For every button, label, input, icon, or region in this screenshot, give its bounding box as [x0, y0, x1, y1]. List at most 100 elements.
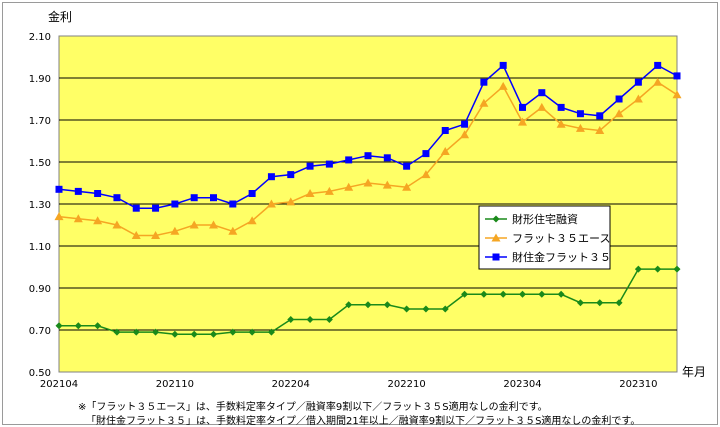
legend-item: 財形住宅融資 — [485, 212, 578, 226]
data-point — [344, 182, 354, 191]
data-point — [615, 95, 623, 103]
data-point — [461, 120, 469, 128]
data-point — [537, 102, 547, 111]
data-point — [382, 180, 392, 189]
data-point — [634, 265, 642, 273]
data-point — [519, 103, 526, 111]
y-tick-label: 1.90 — [29, 74, 51, 85]
legend-label: 財形住宅融資 — [512, 212, 578, 226]
data-point — [557, 290, 565, 298]
series-1 — [55, 265, 681, 338]
y-tick-label: 1.30 — [29, 200, 51, 211]
data-point — [151, 231, 161, 239]
data-point — [654, 61, 662, 69]
data-point — [575, 123, 585, 132]
data-point — [440, 147, 450, 155]
data-point — [229, 328, 237, 336]
data-point — [499, 61, 507, 69]
data-point — [441, 127, 449, 134]
data-point — [596, 299, 604, 307]
y-tick-label: 0.70 — [29, 326, 51, 337]
legend-label: 財住金フラット３５ — [512, 250, 611, 264]
data-point — [383, 154, 391, 162]
data-point — [248, 328, 256, 336]
data-point — [73, 214, 83, 223]
data-point — [596, 112, 604, 120]
data-point — [170, 226, 180, 235]
data-point — [673, 265, 681, 273]
data-point — [576, 110, 584, 118]
data-point — [247, 216, 257, 225]
data-point — [325, 316, 333, 323]
data-point — [460, 130, 470, 139]
legend-marker — [492, 253, 500, 261]
series-2 — [54, 77, 682, 239]
data-point — [480, 78, 488, 86]
y-tick-label: 2.10 — [29, 32, 51, 43]
data-point — [287, 316, 295, 323]
x-tick-label: 202104 — [40, 379, 78, 390]
data-point — [228, 226, 238, 235]
data-point — [306, 162, 314, 170]
data-point — [54, 212, 64, 221]
data-point — [113, 328, 121, 336]
x-axis-label: 年月 — [682, 365, 706, 379]
data-point — [576, 299, 584, 307]
footnote-1: ※「フラット３５エース」は、手数料定率タイプ／融資率9割以下／フラット３５S適用… — [78, 402, 548, 413]
data-point — [287, 171, 295, 179]
data-point — [654, 265, 662, 273]
series-3 — [55, 61, 681, 212]
data-point — [479, 98, 489, 107]
data-point — [210, 194, 217, 202]
data-point — [498, 81, 508, 90]
data-point — [402, 182, 412, 191]
data-point — [248, 190, 256, 197]
data-point — [325, 160, 333, 168]
data-point — [152, 328, 160, 336]
data-point — [614, 109, 624, 118]
data-point — [324, 186, 334, 195]
data-point — [94, 322, 102, 330]
legend-item: 財住金フラット３５ — [485, 250, 611, 264]
data-point — [112, 220, 122, 229]
data-point — [441, 305, 449, 313]
y-tick-label: 1.70 — [29, 116, 51, 127]
data-point — [286, 197, 296, 206]
data-point — [633, 94, 643, 103]
data-point — [74, 322, 82, 330]
data-point — [190, 330, 198, 338]
data-point — [538, 89, 546, 97]
data-point — [209, 220, 218, 229]
data-point — [210, 330, 217, 338]
data-point — [364, 301, 372, 309]
y-tick-label: 1.50 — [29, 158, 51, 169]
data-point — [538, 290, 546, 298]
x-tick-label: 202310 — [619, 379, 657, 390]
data-point — [383, 301, 391, 309]
data-point — [113, 194, 121, 202]
data-point — [345, 301, 353, 309]
data-point — [189, 220, 199, 229]
data-point — [93, 216, 103, 225]
x-tick-label: 202304 — [503, 379, 541, 390]
data-point — [421, 170, 431, 179]
data-point — [305, 189, 315, 197]
data-point — [499, 290, 507, 298]
data-point — [673, 72, 681, 80]
data-point — [267, 328, 275, 336]
y-tick-label: 0.50 — [29, 368, 51, 379]
data-point — [74, 187, 82, 195]
footnote-2: 「財住金フラット３５」は、手数料定率タイプ／借入期間21年以上／融資率9割以下／… — [86, 416, 641, 427]
legend-label: フラット３５エース — [512, 232, 610, 245]
data-point — [461, 290, 469, 298]
data-point — [152, 204, 160, 212]
legend-marker — [491, 233, 501, 242]
data-point — [306, 316, 314, 323]
legend-marker — [492, 215, 500, 223]
data-point — [480, 290, 488, 298]
data-point — [267, 173, 275, 181]
data-point — [403, 162, 411, 170]
y-tick-label: 1.10 — [29, 242, 51, 253]
data-point — [653, 77, 663, 86]
data-point — [364, 152, 372, 160]
